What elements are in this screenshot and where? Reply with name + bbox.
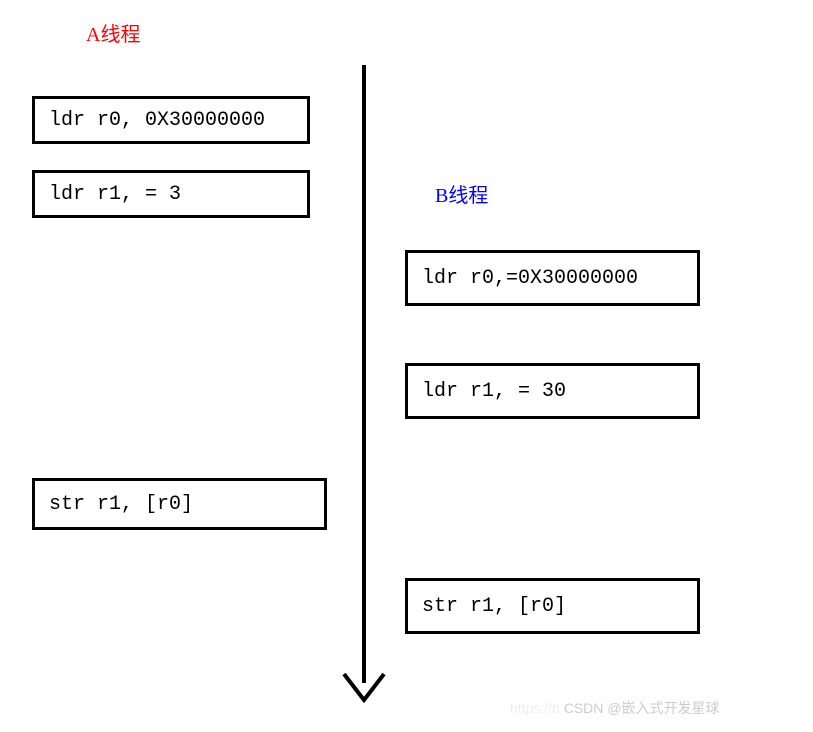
thread-a-box-1: ldr r1, = 3 [32,170,310,218]
code-text: ldr r0,=0X30000000 [422,267,638,290]
thread-a-box-2: str r1, [r0] [32,478,327,530]
watermark-main: CSDN @嵌入式开发星球 [564,700,720,716]
thread-b-box-1: ldr r1, = 30 [405,363,700,419]
thread-b-box-0: ldr r0,=0X30000000 [405,250,700,306]
watermark-light: https://b [510,700,560,716]
code-text: str r1, [r0] [422,595,566,618]
code-text: ldr r0, 0X30000000 [49,109,265,132]
watermark-text: https://b CSDN @嵌入式开发星球 [510,698,719,718]
code-text: ldr r1, = 3 [49,183,181,206]
thread-a-box-0: ldr r0, 0X30000000 [32,96,310,144]
thread-b-label: B线程 [435,179,488,208]
thread-a-label: A线程 [86,18,140,47]
arrow-head-icon [340,670,388,706]
code-text: str r1, [r0] [49,493,193,516]
thread-b-box-2: str r1, [r0] [405,578,700,634]
code-text: ldr r1, = 30 [422,380,566,403]
arrow-shaft [362,65,366,683]
